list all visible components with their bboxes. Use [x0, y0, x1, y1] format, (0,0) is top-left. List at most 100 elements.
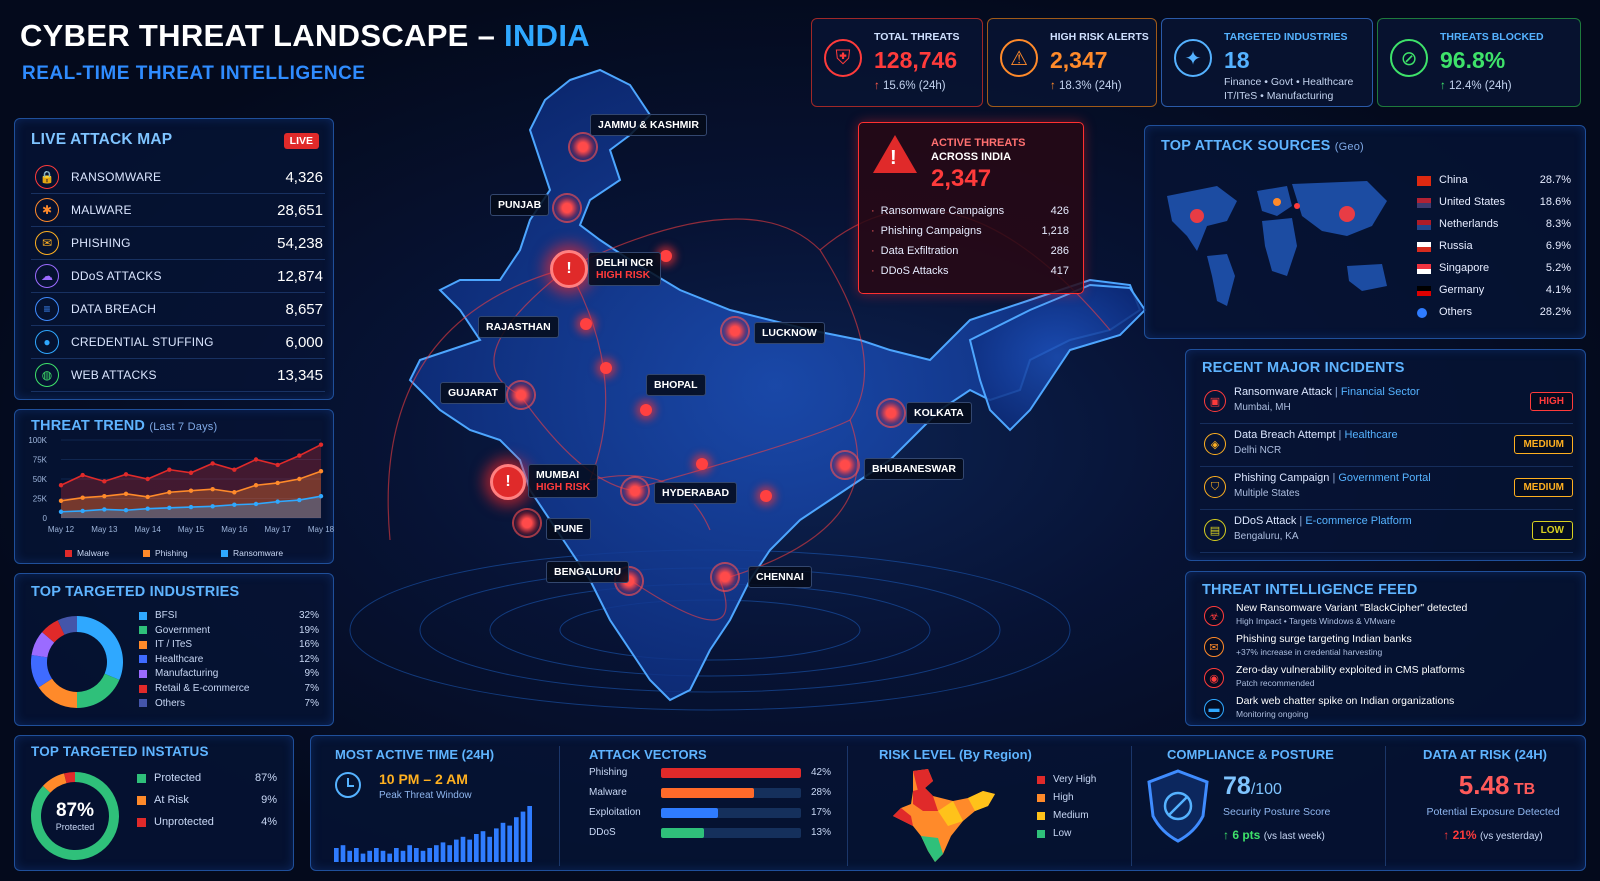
vector-bar[interactable]	[661, 768, 801, 778]
city-label-jammu[interactable]: JAMMU & KASHMIR	[590, 114, 707, 136]
active-threats-title-2: ACROSS INDIA	[931, 151, 1012, 163]
city-label-chennai[interactable]: CHENNAI	[748, 566, 812, 588]
city-label-kolkata[interactable]: KOLKATA	[906, 402, 972, 424]
attack-type-row[interactable]: ✱ MALWARE 28,651	[31, 194, 325, 227]
legend-swatch	[1037, 829, 1045, 838]
active-threat-row[interactable]: · DDoS Attacks 417	[871, 265, 1069, 277]
active-threat-row[interactable]: · Ransomware Campaigns 426	[871, 205, 1069, 217]
industry-label: Healthcare	[155, 653, 204, 665]
feed-title: Zero-day vulnerability exploited in CMS …	[1236, 664, 1465, 676]
kpi-threats-blocked[interactable]: ⊘ THREATS BLOCKED 96.8% ↑ 12.4% (24h)	[1377, 18, 1581, 107]
netherlands-flag-icon	[1417, 220, 1431, 230]
series-point	[297, 453, 302, 458]
kpi-high-risk[interactable]: ⚠ HIGH RISK ALERTS 2,347 ↑ 18.3% (24h)	[987, 18, 1157, 107]
attack-source-row[interactable]: Russia 6.9%	[1417, 240, 1571, 256]
kpi-total-threats[interactable]: ⛨ TOTAL THREATS 128,746 ↑ 15.6% (24h)	[811, 18, 983, 107]
threat-trend-chart[interactable]: 0 25K 50K 75K 100K May 12 May 13 May 14 May 15 Ma…	[15, 434, 335, 540]
attack-type-row[interactable]: ✉ PHISHING 54,238	[31, 227, 325, 260]
kpi-detail-1: Finance • Govt • Healthcare	[1224, 76, 1354, 88]
chat-icon: ▬	[1204, 699, 1224, 719]
warning-triangle-icon	[873, 135, 917, 173]
hotspot-kolkata[interactable]	[876, 398, 906, 428]
attack-type-row[interactable]: ● CREDENTIAL STUFFING 6,000	[31, 326, 325, 359]
city-label-lucknow[interactable]: LUCKNOW	[754, 322, 825, 344]
incident-title: Phishing Campaign | Government Portal	[1234, 472, 1431, 484]
donut-slice[interactable]	[77, 673, 120, 708]
hotspot-pune[interactable]	[512, 508, 542, 538]
data-risk-amount: 5.48 TB	[1415, 770, 1579, 801]
donut-slice[interactable]	[57, 616, 77, 635]
separator: |	[1335, 429, 1345, 441]
attack-type-label: RANSOMWARE	[71, 170, 162, 184]
feed-title: Dark web chatter spike on Indian organiz…	[1236, 695, 1455, 707]
trend-title: THREAT TREND	[31, 418, 146, 434]
hotspot-jammu[interactable]	[568, 132, 598, 162]
attack-source-row[interactable]: China 28.7%	[1417, 174, 1571, 190]
vector-bar[interactable]	[661, 828, 801, 838]
city-label-bhubaneswar[interactable]: BHUBANESWAR	[864, 458, 964, 480]
city-label-punjab[interactable]: PUNJAB	[490, 194, 550, 216]
donut-slice[interactable]	[38, 678, 77, 708]
mumbai-alert-marker[interactable]: !	[490, 464, 526, 500]
time-bar	[454, 839, 459, 862]
attack-type-row[interactable]: 🔒 RANSOMWARE 4,326	[31, 161, 325, 194]
hotspot-hyderabad[interactable]	[620, 476, 650, 506]
feed-item[interactable]: ☣ New Ransomware Variant "BlackCipher" de…	[1200, 602, 1570, 633]
protection-center-label: Protected	[55, 822, 95, 832]
hotspot-bhubaneswar[interactable]	[830, 450, 860, 480]
city-label-hyderabad[interactable]: HYDERABAD	[654, 482, 738, 504]
city-label-mumbai[interactable]: MUMBAI HIGH RISK	[528, 464, 599, 498]
kpi-targeted-industries[interactable]: ✦ TARGETED INDUSTRIES 18 Finance • Govt …	[1161, 18, 1373, 107]
protection-status-panel: TOP TARGETED INSTATUS 87% Protected Prot…	[14, 735, 294, 871]
vector-bar[interactable]	[661, 808, 801, 818]
feed-title: New Ransomware Variant "BlackCipher" det…	[1236, 602, 1468, 614]
incident-row[interactable]: ⛉ Phishing Campaign | Government Portal Mu…	[1200, 470, 1573, 510]
feed-item[interactable]: ◉ Zero-day vulnerability exploited in CMS…	[1200, 664, 1570, 695]
feed-item[interactable]: ✉ Phishing surge targeting Indian banks +3…	[1200, 633, 1570, 664]
feed-item[interactable]: ▬ Dark web chatter spike on Indian organi…	[1200, 695, 1570, 726]
incident-row[interactable]: ▤ DDoS Attack | E-commerce Platform Bengal…	[1200, 513, 1573, 553]
donut-slice[interactable]	[31, 632, 55, 658]
city-label-pune[interactable]: PUNE	[546, 518, 592, 540]
attack-type-row[interactable]: ≡ DATA BREACH 8,657	[31, 293, 325, 326]
industry-label: Others	[155, 697, 186, 709]
hotspot-lucknow[interactable]	[720, 316, 750, 346]
active-threat-row[interactable]: · Data Exfiltration 286	[871, 245, 1069, 257]
china-flag-icon	[1417, 176, 1431, 186]
incident-row[interactable]: ◈ Data Breach Attempt | Healthcare Delhi N…	[1200, 427, 1573, 467]
donut-slice[interactable]	[77, 616, 124, 680]
bullet-icon: ·	[871, 225, 875, 237]
hotspot-gujarat[interactable]	[506, 380, 536, 410]
active-threat-row[interactable]: · Phishing Campaigns 1,218	[871, 225, 1069, 237]
active-time-bar-chart[interactable]	[333, 804, 533, 862]
hotspot-chennai[interactable]	[710, 562, 740, 592]
source-country: China	[1439, 174, 1468, 186]
attack-source-row[interactable]: Germany 4.1%	[1417, 284, 1571, 300]
industry-pct: 9%	[304, 668, 319, 680]
attack-source-row[interactable]: Singapore 5.2%	[1417, 262, 1571, 278]
city-label-bengaluru[interactable]: BENGALURU	[546, 561, 630, 583]
protection-donut-chart[interactable]	[29, 770, 121, 862]
legend-label: Phishing	[155, 548, 188, 558]
live-badge[interactable]: LIVE	[283, 133, 319, 149]
attack-type-row[interactable]: ◍ WEB ATTACKS 13,345	[31, 359, 325, 392]
city-label-rajasthan[interactable]: RAJASTHAN	[478, 316, 559, 338]
vector-bar[interactable]	[661, 788, 801, 798]
hotspot-punjab[interactable]	[552, 193, 582, 223]
attack-type-row[interactable]: ☁ DDoS ATTACKS 12,874	[31, 260, 325, 293]
industries-donut-chart[interactable]	[27, 612, 127, 712]
city-label-delhi[interactable]: DELHI NCR HIGH RISK	[588, 252, 662, 286]
protection-center-value: 87%	[55, 800, 95, 821]
active-threat-value: 426	[1050, 205, 1069, 217]
delhi-alert-marker[interactable]: !	[550, 250, 588, 288]
donut-slice[interactable]	[42, 620, 65, 643]
city-label-gujarat[interactable]: GUJARAT	[440, 382, 506, 404]
city-label-bhopal[interactable]: BHOPAL	[646, 374, 706, 396]
attack-source-row[interactable]: United States 18.6%	[1417, 196, 1571, 212]
donut-slice[interactable]	[64, 772, 75, 784]
incident-row[interactable]: ▣ Ransomware Attack | Financial Sector Mum…	[1200, 384, 1573, 424]
attack-source-row[interactable]: Others 28.2%	[1417, 306, 1571, 322]
donut-slice[interactable]	[31, 654, 52, 688]
donut-slice[interactable]	[42, 773, 67, 793]
attack-source-row[interactable]: Netherlands 8.3%	[1417, 218, 1571, 234]
